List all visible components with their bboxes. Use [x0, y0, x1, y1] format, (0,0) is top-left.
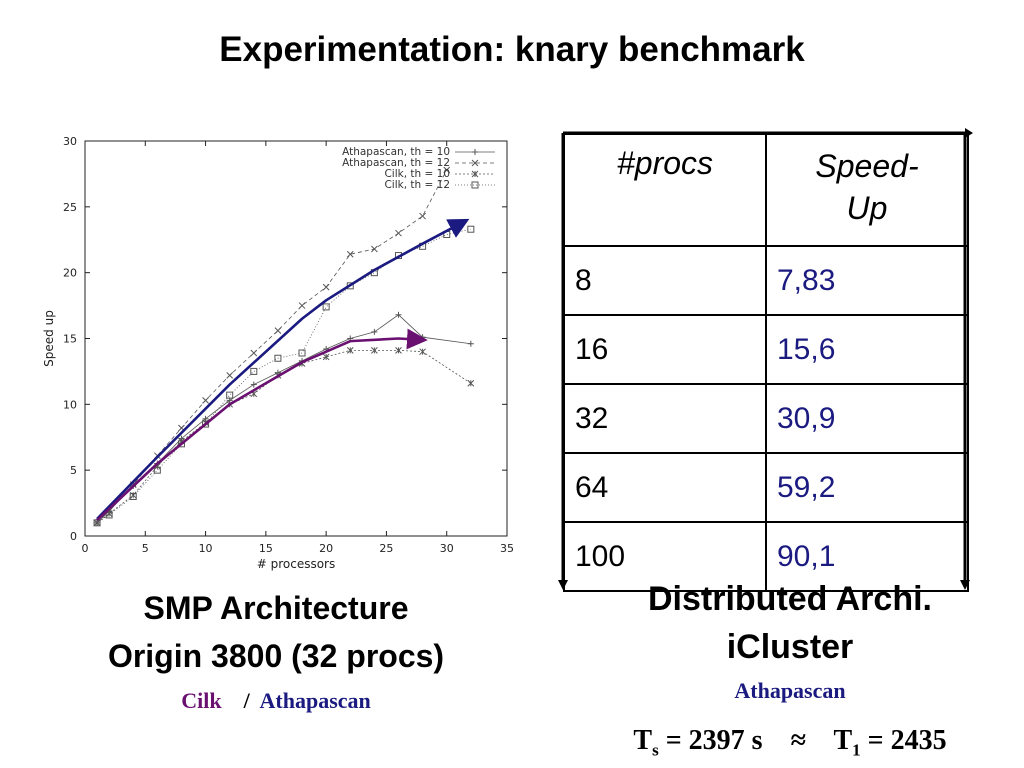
data-point [298, 349, 306, 357]
procs-cell: 16 [563, 314, 767, 385]
approx-sign: ≈ [790, 725, 806, 756]
smp-architecture-label: SMP Architecture [143, 590, 409, 626]
data-point [250, 367, 258, 375]
ts-value: = 2397 s [658, 725, 763, 756]
t1-label: T [833, 725, 853, 756]
y-axis-label: Speed up [42, 310, 56, 367]
t1-sub: 1 [852, 740, 861, 760]
x-tick-label: 5 [142, 542, 149, 555]
data-point [395, 229, 402, 237]
procs-cell: 32 [563, 383, 767, 454]
data-point [322, 303, 330, 311]
data-point [153, 466, 161, 474]
speedup-cell: 7,83 [765, 245, 969, 316]
data-point [202, 420, 210, 428]
y-tick-label: 15 [63, 333, 77, 346]
x-tick-label: 0 [82, 542, 89, 555]
x-tick-label: 30 [440, 542, 454, 555]
data-point [226, 372, 234, 379]
x-tick-label: 15 [259, 542, 273, 555]
data-point [202, 397, 209, 404]
series-line [96, 349, 472, 524]
series-line [96, 314, 471, 524]
ts-sub: s [652, 740, 659, 760]
speedup-cell: 90,1 [765, 521, 969, 592]
data-point [177, 440, 185, 448]
data-point [298, 302, 306, 309]
smp-legend: Cilk / Athapascan [0, 688, 552, 714]
data-point [129, 493, 137, 500]
y-tick-label: 25 [63, 201, 77, 214]
data-point [274, 327, 282, 334]
data-point [226, 391, 234, 399]
procs-cell: 100 [563, 521, 767, 592]
data-point [322, 283, 330, 291]
data-point [443, 166, 451, 174]
table-header-row: #procs Speed- Up [563, 133, 969, 247]
legend-label: Cilk, th = 12 [384, 179, 450, 191]
speedup-cell: 30,9 [765, 383, 969, 454]
legend-label: Athapascan, th = 12 [342, 157, 450, 169]
y-tick-label: 0 [70, 530, 77, 543]
origin-label: Origin 3800 (32 procs) [107, 638, 445, 674]
data-point [471, 181, 479, 189]
speedup-chart: 0 5 10 15 20 25 30 35 0 5 10 15 20 25 30 # processors Sp… [42, 135, 514, 571]
header-speedup: Speed- Up [765, 133, 969, 247]
data-point [250, 349, 258, 357]
speedup-cell: 15,6 [765, 314, 969, 385]
table-row: 16 15,6 [563, 314, 969, 385]
athapascan-label: Athapascan [259, 688, 371, 713]
x-tick-label: 35 [500, 542, 514, 555]
data-point [274, 354, 282, 362]
data-point [419, 212, 426, 220]
header-procs: #procs [563, 133, 767, 247]
trend-arrow [96, 218, 470, 520]
speedup-table: #procs Speed- Up 8 7,83 16 15,6 32 30,9 … [563, 133, 969, 592]
data-point [471, 159, 479, 167]
slash-separator: / [243, 688, 250, 713]
y-tick-label: 5 [70, 464, 77, 477]
timing-line: Ts = 2397 s ≈ T1 = 2435 [560, 725, 1020, 761]
t1-value: = 2435 [860, 725, 947, 756]
series-line [96, 228, 471, 524]
table-row: 100 90,1 [563, 521, 969, 592]
x-tick-label: 20 [319, 542, 333, 555]
speedup-cell: 59,2 [765, 452, 969, 523]
y-tick-label: 30 [63, 135, 77, 148]
athapascan-cluster-label: Athapascan [734, 678, 846, 703]
procs-cell: 8 [563, 245, 767, 316]
legend-label: Cilk, th = 10 [384, 168, 450, 180]
data-point [346, 250, 354, 258]
ts-label: T [633, 725, 653, 756]
icluster-label: iCluster [726, 628, 854, 666]
table-row: 32 30,9 [563, 383, 969, 454]
x-axis-label: # processors [257, 557, 336, 571]
distributed-label: Distributed Archi. [648, 580, 932, 618]
data-point [178, 424, 185, 432]
x-tick-label: 25 [379, 542, 393, 555]
procs-cell: 64 [563, 452, 767, 523]
x-tick-label: 10 [199, 542, 213, 555]
table-row: 8 7,83 [563, 245, 969, 316]
y-tick-label: 10 [63, 398, 77, 411]
y-tick-label: 20 [63, 267, 77, 280]
slide-title: Experimentation: knary benchmark [219, 30, 805, 69]
data-point [371, 245, 378, 253]
trend-arrow [96, 328, 428, 522]
table-row: 64 59,2 [563, 452, 969, 523]
legend-label: Athapascan, th = 10 [342, 146, 450, 158]
data-point [105, 511, 113, 519]
cilk-label: Cilk [181, 688, 222, 713]
